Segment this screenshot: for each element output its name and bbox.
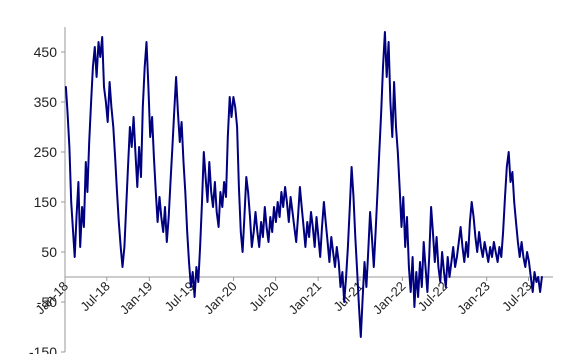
x-tick-label: Jan-22	[370, 279, 409, 318]
y-axis: -150 -50 50 150 250 350 450	[29, 27, 66, 354]
y-tick-label: 250	[34, 144, 58, 160]
x-tick-label: Jul-18	[77, 279, 113, 315]
x-tick-label: Jul-23	[499, 279, 535, 315]
plot-area	[64, 31, 543, 338]
x-tick-label: Jan-19	[117, 279, 156, 318]
x-tick-label: Jan-20	[201, 279, 240, 318]
x-tick-label: Jan-23	[454, 279, 493, 318]
series-line	[64, 31, 543, 338]
y-tick-label: -150	[29, 344, 57, 354]
x-tick-label: Jul-20	[246, 279, 282, 315]
x-axis: Jan-18 Jul-18 Jan-19 Jul-19 Jan-20 Jul-20 Jan-…	[32, 276, 553, 318]
x-tick-label: Jul-21	[330, 279, 366, 315]
y-tick-label: 50	[41, 244, 57, 260]
x-tick-label: Jan-21	[286, 279, 325, 318]
y-tick-label: 150	[34, 194, 58, 210]
y-tick-label: -50	[37, 294, 57, 310]
y-tick-label: 450	[34, 44, 58, 60]
y-tick-label: 350	[34, 94, 58, 110]
